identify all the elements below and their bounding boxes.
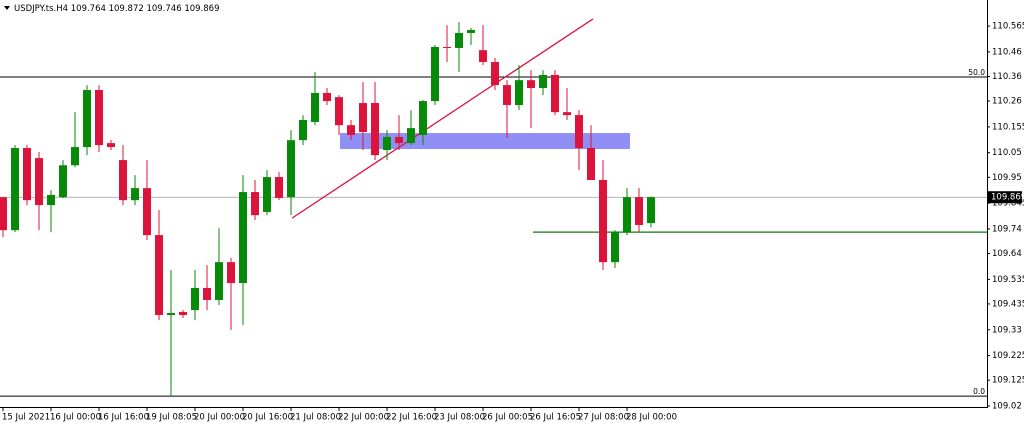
candle-body bbox=[623, 197, 631, 233]
candle-body bbox=[443, 46, 451, 48]
header: USDJPY.ts.H4 109.764 109.872 109.746 109… bbox=[14, 4, 219, 14]
y-tick-label: 109.74 bbox=[992, 224, 1022, 234]
x-tick-label: 15 Jul 2021 bbox=[2, 413, 50, 423]
candle-body bbox=[23, 148, 31, 201]
candle-body bbox=[263, 177, 271, 212]
header-high: 109.872 bbox=[109, 4, 144, 14]
candle-body bbox=[467, 30, 475, 33]
candle-body bbox=[323, 92, 331, 102]
candle-body bbox=[611, 232, 619, 263]
y-tick-label: 110.565 bbox=[992, 22, 1024, 32]
candle-body bbox=[527, 80, 535, 89]
header-open: 109.764 bbox=[71, 4, 106, 14]
candle-body bbox=[383, 136, 391, 151]
price-tag-label: 109.869 bbox=[991, 193, 1024, 203]
candle-body bbox=[131, 188, 139, 201]
candle-body bbox=[275, 177, 283, 198]
candle-body bbox=[0, 197, 7, 231]
candle-body bbox=[479, 50, 487, 62]
candle-body bbox=[575, 115, 583, 149]
candle-body bbox=[311, 92, 319, 122]
candle-body bbox=[95, 90, 103, 146]
candle-body bbox=[251, 192, 259, 216]
y-tick-label: 109.125 bbox=[992, 376, 1024, 386]
header-close: 109.869 bbox=[184, 4, 219, 14]
candle-body bbox=[539, 75, 547, 89]
candle-body bbox=[563, 112, 571, 116]
candle-body bbox=[503, 85, 511, 106]
candle-body bbox=[419, 101, 427, 136]
trend-line bbox=[291, 18, 594, 219]
candle-body bbox=[83, 90, 91, 148]
y-tick-label: 110.26 bbox=[992, 97, 1022, 107]
candle-body bbox=[395, 136, 403, 144]
y-tick-label: 110.36 bbox=[992, 72, 1022, 82]
x-tick-label: 20 Jul 16:00 bbox=[242, 413, 293, 423]
y-tick-label: 110.05 bbox=[992, 148, 1022, 158]
x-tick-label: 26 Jul 16:05 bbox=[530, 413, 581, 423]
y-tick-label: 110.155 bbox=[992, 122, 1024, 132]
candle-body bbox=[347, 125, 355, 136]
x-tick-label: 19 Jul 08:05 bbox=[146, 413, 197, 423]
y-tick-label: 109.95 bbox=[992, 173, 1022, 183]
candle-body bbox=[227, 262, 235, 284]
header-icon bbox=[4, 6, 10, 10]
header-low: 109.746 bbox=[146, 4, 181, 14]
candle-body bbox=[455, 32, 463, 48]
candle-body bbox=[515, 80, 523, 106]
candle-body bbox=[71, 147, 79, 166]
candle-body bbox=[635, 197, 643, 226]
candle-body bbox=[407, 128, 415, 144]
x-tick-label: 23 Jul 08:00 bbox=[434, 413, 485, 423]
candle-body bbox=[179, 312, 187, 316]
fibo-label: 0.0 bbox=[973, 387, 985, 396]
candle-body bbox=[191, 287, 199, 311]
candle-body bbox=[47, 195, 55, 206]
x-tick-label: 26 Jul 00:05 bbox=[482, 413, 533, 423]
candle-body bbox=[299, 120, 307, 141]
candle-body bbox=[491, 61, 499, 86]
candle-body bbox=[155, 235, 163, 316]
x-tick-label: 22 Jul 00:00 bbox=[338, 413, 389, 423]
candle-body bbox=[371, 103, 379, 156]
candle-body bbox=[215, 262, 223, 301]
candle-body bbox=[11, 148, 19, 231]
x-tick-label: 22 Jul 16:00 bbox=[386, 413, 437, 423]
candle-body bbox=[551, 75, 559, 113]
y-tick-label: 109.33 bbox=[992, 325, 1022, 335]
candle-body bbox=[167, 313, 175, 316]
candle-body bbox=[599, 180, 607, 263]
fibo-label: 50.0 bbox=[968, 68, 985, 77]
candle-body bbox=[35, 158, 43, 206]
candle-body bbox=[59, 165, 67, 198]
candle-body bbox=[107, 143, 115, 148]
candle-body bbox=[587, 148, 595, 181]
y-tick-label: 109.435 bbox=[992, 299, 1024, 309]
candle-body bbox=[119, 160, 127, 201]
candle-body bbox=[239, 192, 247, 284]
candle-body bbox=[203, 287, 211, 301]
candle-body bbox=[287, 140, 295, 198]
y-tick-label: 109.02 bbox=[992, 402, 1022, 412]
candle-body bbox=[647, 197, 655, 224]
x-tick-label: 21 Jul 08:00 bbox=[290, 413, 341, 423]
price-tag bbox=[988, 191, 1022, 204]
y-tick-label: 109.535 bbox=[992, 275, 1024, 285]
x-tick-label: 16 Jul 00:00 bbox=[50, 413, 101, 423]
y-tick-label: 109.64 bbox=[992, 249, 1022, 259]
candle-body bbox=[335, 97, 343, 126]
candle-body bbox=[143, 188, 151, 236]
x-tick-label: 20 Jul 00:00 bbox=[194, 413, 245, 423]
y-tick-label: 110.46 bbox=[992, 47, 1022, 57]
x-tick-label: 16 Jul 16:00 bbox=[98, 413, 149, 423]
y-tick-label: 109.845 bbox=[992, 199, 1024, 209]
x-tick-label: 27 Jul 08:00 bbox=[578, 413, 629, 423]
candle-body bbox=[431, 46, 439, 102]
candle-body bbox=[359, 103, 367, 133]
x-tick-label: 28 Jul 00:00 bbox=[626, 413, 677, 423]
symbol: USDJPY.ts.H4 bbox=[14, 4, 68, 14]
y-tick-label: 109.225 bbox=[992, 351, 1024, 361]
